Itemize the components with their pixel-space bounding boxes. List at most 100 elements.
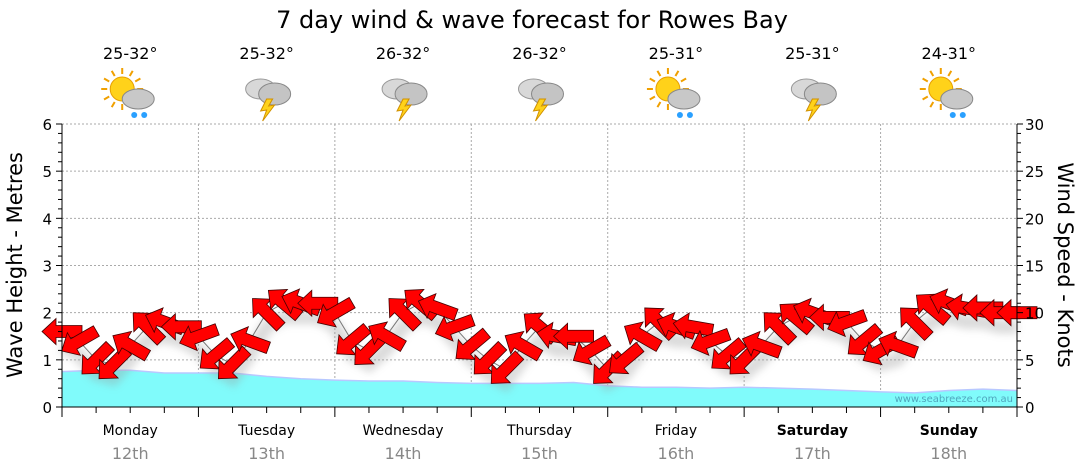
cloud-lightning-icon: [381, 78, 428, 122]
temperature-label: 24-31°: [922, 44, 977, 63]
cloud-shape: [258, 82, 292, 106]
sun-cloud-rain-icon: [646, 68, 701, 118]
wind-arrow: [230, 325, 271, 354]
day-label: Friday: [655, 423, 697, 439]
wind-arrow: [490, 350, 525, 384]
wind-arrow: [608, 341, 645, 375]
wind-arrow: [417, 292, 459, 321]
date-label: 13th: [248, 444, 285, 463]
raindrop: [131, 112, 138, 118]
day-label: Monday: [103, 423, 158, 439]
wind-arrow: [297, 289, 339, 318]
day-label: Wednesday: [363, 423, 444, 439]
day-label: Thursday: [506, 423, 572, 439]
y-tick-label-right: 10: [1025, 305, 1044, 323]
date-label: 16th: [658, 444, 695, 463]
sun-ray: [922, 95, 929, 101]
y-tick-label-right: 30: [1025, 116, 1044, 134]
y-tick-label-right: 25: [1025, 163, 1044, 181]
temperature-label: 25-32°: [239, 44, 294, 63]
sun-cloud-rain-icon: [101, 68, 155, 118]
lightning-bolt: [396, 98, 413, 122]
date-label: 18th: [930, 444, 967, 463]
date-label: 15th: [521, 444, 558, 463]
wind-arrow: [252, 298, 286, 332]
date-label: 14th: [385, 444, 422, 463]
sun-ray: [922, 77, 929, 83]
wind-arrow: [808, 303, 850, 332]
y-tick-label-left: 4: [42, 210, 52, 228]
wind-arrow: [368, 321, 407, 352]
y-axis-right-label: Wind Speed - Knots: [1053, 162, 1077, 367]
raindrop: [686, 112, 693, 118]
wind-arrow: [61, 325, 100, 356]
wind-arrow: [572, 334, 612, 366]
y-tick-label-right: 20: [1025, 210, 1044, 228]
wind-arrow: [711, 337, 747, 370]
wind-arrow: [962, 294, 1004, 322]
wind-arrow: [741, 330, 783, 359]
cloud-shape: [803, 82, 837, 106]
wind-arrow: [112, 330, 152, 362]
sun-ray: [929, 101, 935, 108]
cloud-lightning-icon: [790, 78, 837, 122]
y-axis-left-label: Wave Height - Metres: [3, 152, 27, 378]
raindrop: [959, 112, 966, 118]
wind-arrow: [132, 312, 167, 346]
wind-arrow: [847, 322, 884, 356]
wind-arrow: [455, 327, 492, 360]
day-label: Saturday: [777, 423, 848, 439]
sun-ray: [649, 77, 656, 83]
watermark: www.seabreeze.com.au: [895, 394, 1013, 405]
sun-ray: [656, 101, 662, 108]
cloud-shape: [531, 82, 564, 106]
y-tick-label-left: 3: [42, 258, 52, 276]
lightning-bolt: [805, 98, 822, 122]
wind-arrow: [915, 293, 952, 326]
sun-ray: [656, 70, 662, 77]
sun-ray: [674, 70, 680, 77]
wind-arrow: [160, 312, 202, 341]
date-label: 17th: [794, 444, 831, 463]
sun-cloud-rain-icon: [919, 68, 974, 118]
wind-arrow: [690, 327, 732, 356]
lightning-bolt: [532, 98, 549, 122]
lightning-bolt: [259, 98, 276, 122]
wind-arrow: [763, 312, 798, 346]
y-tick-label-left: 0: [42, 399, 52, 417]
cloud-lightning-icon: [245, 78, 292, 122]
chart-title: 7 day wind & wave forecast for Rowes Bay: [276, 6, 788, 34]
raindrop: [949, 112, 956, 118]
y-tick-label-left: 6: [42, 116, 52, 134]
sun-ray: [103, 95, 110, 101]
wind-arrow: [553, 322, 595, 351]
wind-arrow: [473, 340, 508, 375]
temperature-label: 26-32°: [376, 44, 431, 63]
cloud-shape: [940, 88, 974, 110]
y-tick-label-left: 2: [42, 305, 52, 323]
wind-arrow: [900, 307, 934, 342]
date-label: 12th: [112, 444, 149, 463]
sun-ray: [110, 70, 116, 77]
sun-ray: [953, 77, 960, 83]
wind-arrow: [504, 330, 544, 362]
wind-arrow: [179, 323, 220, 352]
y-tick-label-left: 1: [42, 352, 52, 370]
y-tick-label-left: 5: [42, 163, 52, 181]
wind-arrow: [388, 298, 423, 332]
wind-arrow: [81, 340, 116, 375]
wind-arrow: [779, 303, 816, 336]
y-tick-label-right: 0: [1025, 399, 1035, 417]
wind-arrow: [199, 337, 236, 370]
sun-ray: [110, 101, 116, 108]
temperature-label: 25-31°: [785, 44, 840, 63]
wind-arrow: [623, 321, 663, 352]
wind-arrow: [317, 296, 356, 328]
wind-arrow: [672, 312, 715, 340]
y-tick-label-right: 15: [1025, 258, 1044, 276]
sun-ray: [128, 70, 134, 77]
wind-arrow: [827, 309, 868, 338]
temperature-label: 25-32°: [103, 44, 158, 63]
